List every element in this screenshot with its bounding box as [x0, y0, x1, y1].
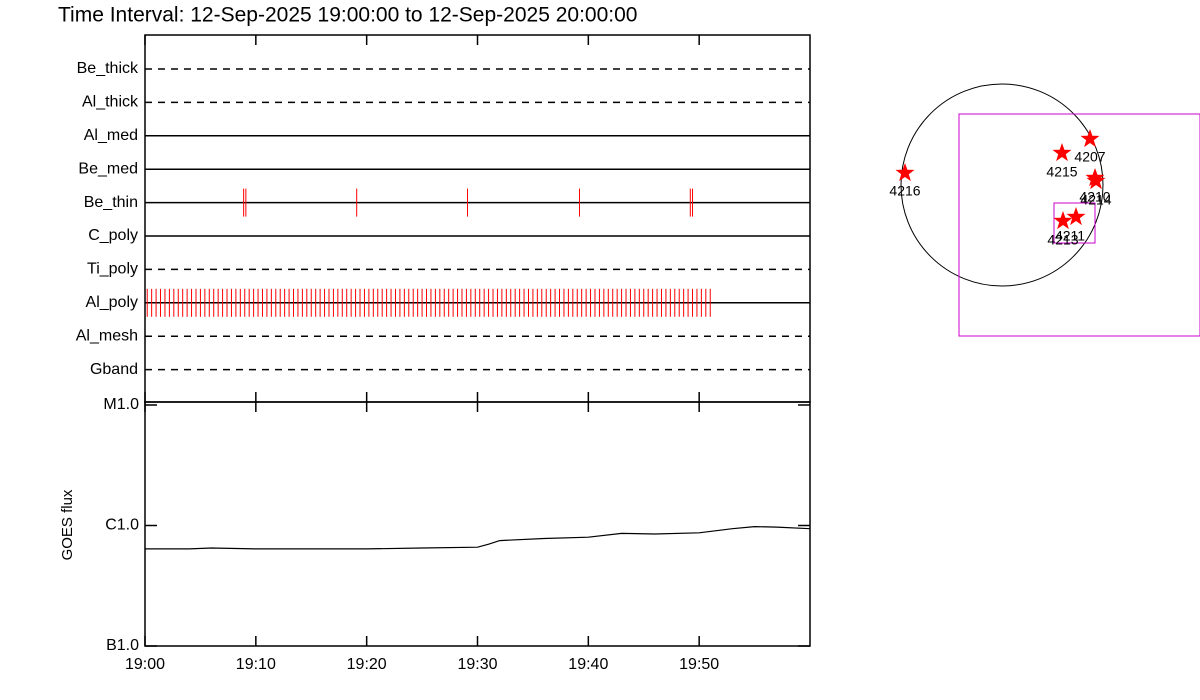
row-label: Be_thin [84, 194, 138, 211]
row-label: Be_thick [77, 60, 139, 77]
region-star [1080, 129, 1100, 148]
region-label: 4210 [1079, 189, 1110, 205]
region-star [1086, 171, 1106, 190]
goes-curve [145, 525, 811, 550]
row-label: Al_med [84, 127, 138, 144]
chart-title: Time Interval: 12-Sep-2025 19:00:00 to 1… [58, 4, 637, 27]
row-label: Al_mesh [76, 327, 138, 344]
row-label: Be_med [78, 160, 138, 177]
fov-box [1053, 202, 1096, 244]
region-label: 4216 [889, 183, 920, 199]
region-label: 4207 [1074, 149, 1105, 165]
x-tick-label: 19:40 [568, 656, 608, 673]
region-star [1053, 211, 1073, 230]
goes-frame [144, 401, 811, 647]
region-star [895, 163, 915, 182]
region-label: 4215 [1046, 164, 1077, 180]
y-axis-label: GOES flux [59, 489, 76, 560]
y-tick-label: C1.0 [105, 517, 139, 534]
region-label: 4214 [1080, 192, 1111, 208]
region-label: 4211 [1055, 228, 1085, 244]
solar-disk [900, 83, 1104, 287]
x-tick-label: 19:30 [457, 656, 497, 673]
row-label: C_poly [88, 227, 138, 244]
y-tick-label: B1.0 [106, 637, 139, 654]
region-star [1052, 143, 1072, 162]
row-label: Ti_poly [87, 261, 138, 278]
x-tick-label: 19:10 [236, 656, 276, 673]
region-star [1066, 207, 1086, 226]
region-label: 4213 [1047, 232, 1078, 248]
row-label: Al_poly [86, 294, 138, 311]
timeline-frame [144, 34, 811, 403]
x-tick-label: 19:50 [679, 656, 719, 673]
row-label: Gband [90, 361, 138, 378]
x-tick-label: 19:00 [125, 656, 165, 673]
fov-box [958, 113, 1200, 337]
y-tick-label: M1.0 [103, 396, 139, 413]
row-label: Al_thick [82, 94, 139, 111]
x-tick-label: 19:20 [347, 656, 387, 673]
